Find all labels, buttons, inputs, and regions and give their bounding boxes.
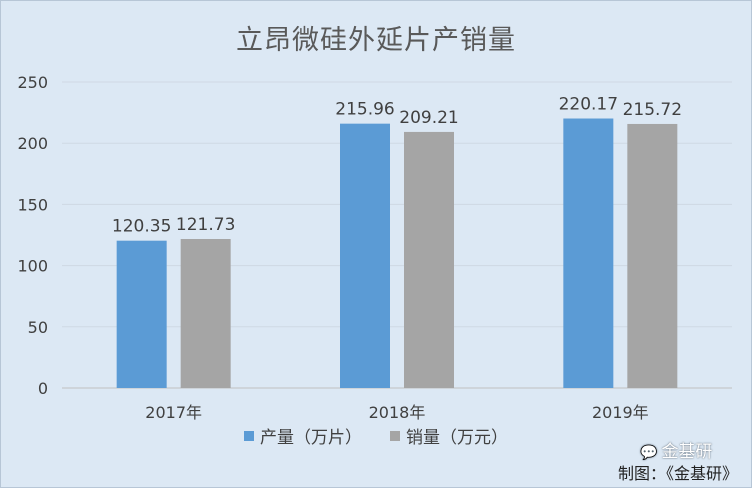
bar <box>404 131 454 389</box>
chart-credit: 制图：《金基研》 <box>617 464 738 483</box>
y-tick-label: 150 <box>17 195 48 214</box>
bar <box>563 118 614 389</box>
y-tick-label: 250 <box>17 73 48 92</box>
y-tick-label: 50 <box>28 318 48 337</box>
data-label: 215.96 <box>335 100 394 120</box>
x-tick-label: 2019年 <box>592 403 649 422</box>
bar <box>627 123 678 389</box>
bar <box>116 240 167 388</box>
data-label: 121.73 <box>176 215 235 235</box>
wechat-icon: 💬 <box>640 445 658 461</box>
legend: 产量（万片） 销量（万元） <box>0 423 752 448</box>
x-tick-label: 2017年 <box>145 403 202 422</box>
data-label: 209.21 <box>399 108 458 128</box>
legend-item-sales: 销量（万元） <box>390 423 508 448</box>
data-label: 220.17 <box>559 95 618 115</box>
legend-swatch-sales <box>390 430 400 441</box>
watermark: 💬 金基研 <box>640 437 712 462</box>
legend-label-sales: 销量（万元） <box>406 428 508 448</box>
y-tick-label: 200 <box>17 134 48 153</box>
y-tick-label: 100 <box>17 257 48 276</box>
y-tick-label: 0 <box>38 379 48 398</box>
bar <box>180 239 231 388</box>
chart-title: 立昂微硅外延片产销量 <box>236 25 516 56</box>
legend-item-production: 产量（万片） <box>244 423 362 448</box>
data-label: 215.72 <box>623 100 682 120</box>
watermark-text: 金基研 <box>661 442 713 462</box>
legend-swatch-production <box>244 430 254 441</box>
data-label: 120.35 <box>112 217 171 237</box>
legend-label-production: 产量（万片） <box>260 428 362 448</box>
x-tick-label: 2018年 <box>369 403 426 422</box>
bar <box>340 123 390 388</box>
